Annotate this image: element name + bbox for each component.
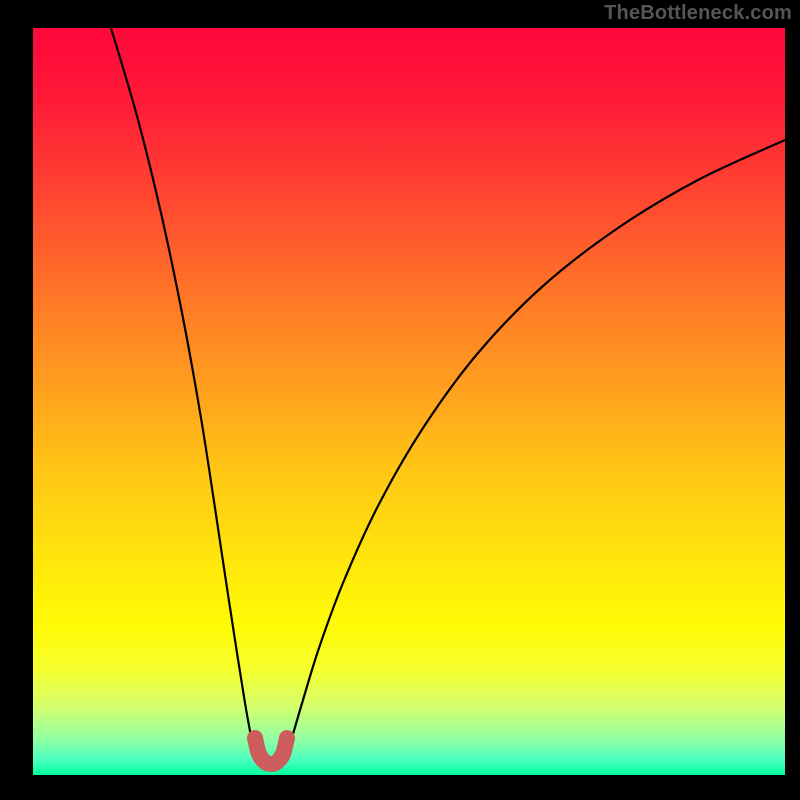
bottleneck-curve — [111, 28, 785, 763]
curve-layer — [33, 28, 785, 775]
watermark-text: TheBottleneck.com — [604, 2, 792, 25]
plot-area — [33, 28, 785, 775]
chart-container: TheBottleneck.com — [0, 0, 800, 800]
highlight-u — [255, 738, 287, 764]
